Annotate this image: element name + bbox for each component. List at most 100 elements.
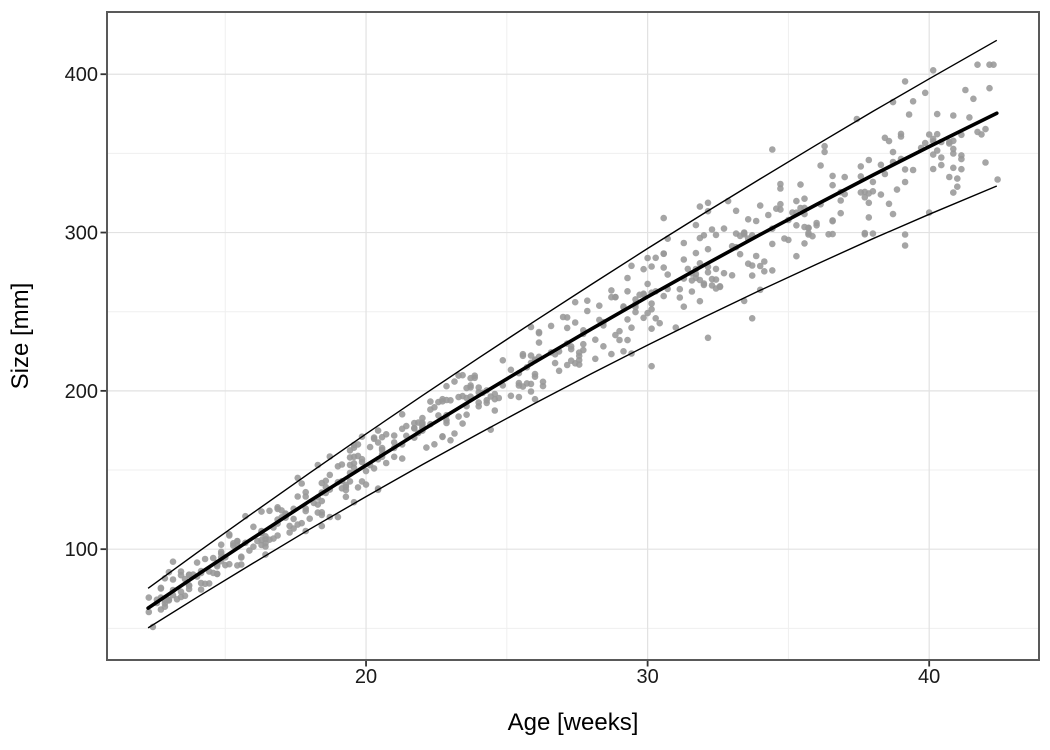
data-point xyxy=(612,331,619,339)
data-point xyxy=(531,395,539,403)
data-point xyxy=(869,178,877,186)
data-point xyxy=(744,260,752,268)
data-point xyxy=(342,493,350,501)
data-point xyxy=(954,175,961,182)
data-point xyxy=(865,190,873,197)
data-point xyxy=(857,173,865,180)
data-point xyxy=(145,594,153,601)
data-point xyxy=(897,130,905,138)
data-point xyxy=(909,98,917,105)
data-point xyxy=(571,319,579,326)
data-point xyxy=(901,78,909,85)
grid-minor xyxy=(107,12,1039,660)
data-point xyxy=(258,508,265,515)
data-point xyxy=(294,521,302,528)
data-point xyxy=(974,128,981,136)
data-point xyxy=(793,252,800,260)
y-tick-label: 400 xyxy=(65,64,98,86)
data-point xyxy=(765,211,772,219)
data-point xyxy=(684,265,692,273)
data-point xyxy=(624,288,631,295)
data-point xyxy=(455,372,462,379)
data-point xyxy=(929,165,937,173)
data-point xyxy=(793,197,800,205)
data-point xyxy=(901,242,909,249)
data-point xyxy=(664,271,671,278)
data-point xyxy=(616,327,623,335)
x-axis-title: Age [weeks] xyxy=(507,709,639,736)
data-point xyxy=(169,576,177,583)
data-point xyxy=(901,166,909,173)
data-point xyxy=(266,507,273,515)
data-point xyxy=(640,314,647,322)
data-point xyxy=(294,493,302,500)
data-point xyxy=(177,588,185,595)
data-point xyxy=(161,600,169,607)
data-point xyxy=(660,292,667,300)
data-point xyxy=(877,161,885,169)
data-point xyxy=(716,283,724,290)
data-point xyxy=(761,258,768,265)
data-point xyxy=(652,254,659,262)
data-point xyxy=(672,324,680,331)
data-point xyxy=(821,148,828,156)
data-point xyxy=(704,199,712,207)
data-point xyxy=(366,443,374,451)
data-point xyxy=(676,294,684,301)
data-point xyxy=(491,407,499,414)
data-point xyxy=(527,380,535,388)
data-point xyxy=(640,265,647,273)
data-point xyxy=(732,207,740,215)
data-point xyxy=(773,205,780,212)
data-point xyxy=(535,339,543,346)
data-point xyxy=(680,239,688,247)
data-point xyxy=(950,112,957,119)
data-point xyxy=(793,222,800,229)
data-point xyxy=(455,413,462,420)
data-point xyxy=(169,558,177,565)
data-point xyxy=(809,232,816,240)
data-point xyxy=(748,272,756,279)
data-point xyxy=(584,307,591,315)
data-point xyxy=(620,348,627,355)
data-point xyxy=(696,297,704,305)
y-tick-label: 100 xyxy=(65,539,98,561)
data-point xyxy=(157,584,165,592)
y-tick-label: 200 xyxy=(65,381,98,403)
data-point xyxy=(660,214,667,222)
data-point xyxy=(829,217,836,225)
data-point xyxy=(869,230,877,237)
data-point xyxy=(974,61,981,68)
data-point xyxy=(728,272,736,279)
data-point xyxy=(893,186,901,193)
panel-border xyxy=(106,11,1040,661)
data-point xyxy=(374,427,382,434)
data-point xyxy=(539,378,547,386)
data-point xyxy=(817,162,824,169)
data-point xyxy=(712,231,720,239)
data-point xyxy=(519,350,527,358)
data-point xyxy=(704,269,712,276)
data-point xyxy=(720,225,728,232)
data-point xyxy=(559,313,567,321)
data-point xyxy=(608,350,615,358)
x-tick-label: 20 xyxy=(355,666,377,688)
data-point xyxy=(411,424,418,432)
data-point xyxy=(777,185,784,192)
data-point xyxy=(274,504,281,511)
data-point xyxy=(756,202,764,209)
data-point xyxy=(652,315,659,322)
data-point xyxy=(632,308,639,316)
data-point xyxy=(648,325,655,333)
data-point xyxy=(696,203,704,210)
data-point xyxy=(390,432,398,439)
panel-background xyxy=(107,12,1039,660)
data-point xyxy=(966,114,973,121)
data-point xyxy=(398,411,406,418)
data-point xyxy=(209,554,217,562)
data-point xyxy=(439,433,446,441)
data-point xyxy=(507,366,515,374)
data-point xyxy=(326,471,334,479)
data-point xyxy=(258,536,265,544)
